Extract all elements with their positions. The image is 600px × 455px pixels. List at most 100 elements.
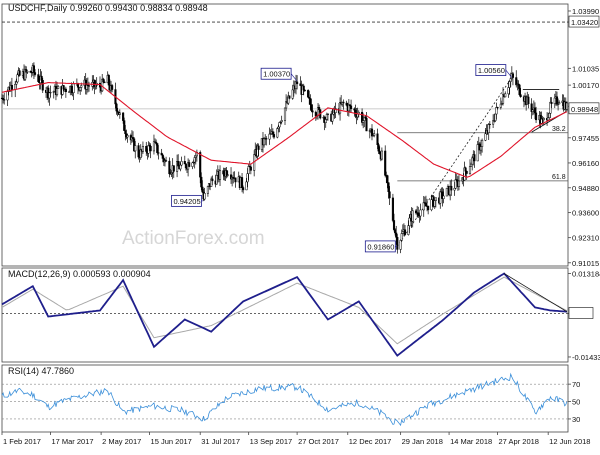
candle-body [488,123,491,126]
candle-body [345,102,348,106]
candle-body [468,166,472,174]
candle-body [62,85,65,90]
price-y-tick-label: 0.97455 [572,134,599,143]
price-callout-label: 0.91860 [367,242,394,251]
candle-body [72,83,75,94]
candle-body [115,103,118,112]
candle-body [157,152,160,154]
candle-body [201,186,204,193]
candle-body [533,107,537,114]
candle-body [122,112,125,121]
candle-body [33,72,37,75]
candle-body [41,80,44,91]
candle-body [547,117,550,121]
candle-body [241,177,244,188]
candle-body [419,209,422,217]
price-y-tick-label: 0.94880 [572,184,599,193]
candle-body [134,145,137,152]
candle-body [149,145,152,152]
candle-body [155,141,158,144]
candle-body [145,146,148,152]
candle-body [433,200,436,207]
candle-body [479,146,483,151]
candle-body [280,120,283,123]
candle-body [531,109,534,112]
current-price-label: 0.98948 [571,105,598,114]
candle-body [318,107,321,111]
candle-body [494,113,497,122]
candle-body [508,81,511,88]
candle-body [57,86,60,89]
candle-body [427,205,430,211]
candle-body [278,122,281,128]
price-panel-frame [1,3,569,267]
candle-body [310,104,313,111]
candle-body [10,84,13,90]
candle-body [392,220,396,230]
macd-y-tick-label: -0.014339 [572,353,600,362]
candle-body [247,166,250,174]
candle-body [401,231,404,234]
candle-body [487,124,490,134]
candle-body [79,87,82,91]
candle-body [457,180,461,187]
watermark: ActionForex.com [122,228,265,249]
candle-body [391,197,394,221]
candle-body [464,167,467,172]
candle-body [530,103,533,112]
candle-body [179,164,182,170]
candle-body [168,160,171,175]
candle-body [102,78,105,83]
candle-body [245,181,248,191]
price-panel: USDCHF,Daily 0.99260 0.99430 0.98834 0.9… [8,3,265,249]
candle-body [403,229,407,235]
rsi-panel: RSI(14) 47.7860 [8,366,74,376]
price-y-tick-label: 0.96160 [572,159,599,168]
candle-body [222,170,225,175]
top-line-box [568,15,600,28]
candle-body [111,85,114,90]
candle-body [26,71,29,73]
candle-body [535,112,538,121]
candle-body [339,102,342,114]
candle-body [291,89,294,99]
candle-body [191,162,194,167]
candle-body [324,119,327,124]
candle-body [218,170,222,180]
current-price-box [568,102,600,115]
top-line-label: 1.03420 [571,18,598,27]
candle-body [550,101,553,104]
x-tick-label: 14 Mar 2018 [450,437,492,446]
candle-body [180,160,183,166]
candle-body [156,143,159,153]
candle-body [473,154,476,162]
candle-body [234,177,237,183]
candle-body [499,103,502,108]
candle-body [200,176,203,188]
x-tick-label: 27 Apr 2018 [499,437,539,446]
candle-body [386,175,389,183]
x-tick-label: 15 Jun 2017 [151,437,192,446]
candle-body [48,92,51,99]
candle-body [384,150,387,176]
candle-body [408,217,411,226]
candle-body [325,114,328,120]
candle-body [52,91,55,93]
candle-body [394,229,397,234]
candle-body [558,102,561,105]
candle-body [87,85,91,87]
macd-current-box [568,307,594,319]
candle-body [387,182,390,193]
candle-body [16,74,19,83]
candle-body [395,232,398,238]
candle-body [519,94,522,97]
candle-body [265,138,268,140]
candle-body [276,128,279,138]
macd-title: MACD(12,26,9) 0.000593 0.000904 [8,269,151,279]
price-y-tick-label: 1.03990 [572,7,599,16]
rsi-y-tick-label: 30 [572,415,580,424]
candle-body [356,113,359,118]
fib-level-label: 61.8 [552,174,566,181]
